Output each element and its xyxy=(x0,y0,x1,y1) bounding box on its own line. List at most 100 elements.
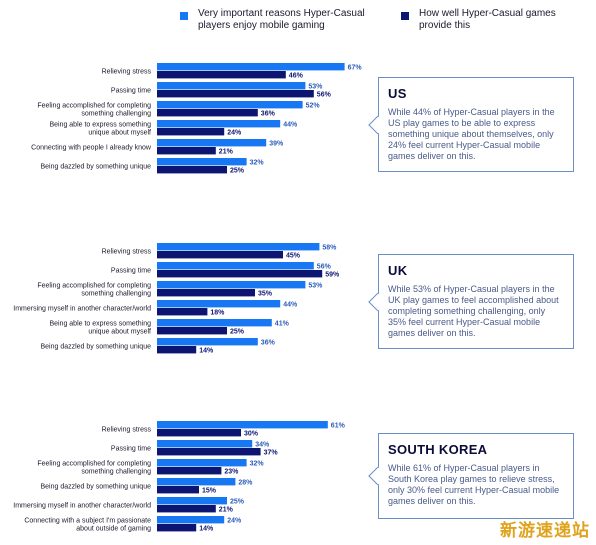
bar-deliver xyxy=(157,289,255,297)
bar-deliver xyxy=(157,486,199,494)
value-label: 44% xyxy=(283,121,298,128)
info-box-body: While 61% of Hyper-Casual players in Sou… xyxy=(388,463,560,506)
value-label: 41% xyxy=(275,320,290,327)
info-box-south-korea: SOUTH KOREA While 61% of Hyper-Casual pl… xyxy=(368,433,574,519)
value-label: 32% xyxy=(250,460,265,467)
bar-important xyxy=(157,421,328,429)
category-label: Relieving stress xyxy=(102,249,152,256)
bar-important xyxy=(157,101,303,109)
bar-deliver xyxy=(157,90,314,98)
value-label: 32% xyxy=(250,159,265,166)
value-label: 59% xyxy=(325,271,340,278)
bar-important xyxy=(157,82,306,90)
value-label: 30% xyxy=(244,430,259,437)
bar-important xyxy=(157,516,225,524)
value-label: 24% xyxy=(227,517,242,524)
bar-important xyxy=(157,63,345,71)
legend-swatch-deliver xyxy=(401,12,409,20)
bar-deliver xyxy=(157,71,286,79)
value-label: 23% xyxy=(224,468,239,475)
bar-important xyxy=(157,281,306,289)
value-label: 21% xyxy=(219,148,234,155)
bar-deliver xyxy=(157,448,261,456)
value-label: 36% xyxy=(261,339,276,346)
bar-important xyxy=(157,319,272,327)
category-label: Immersing myself in another character/wo… xyxy=(13,306,151,313)
value-label: 61% xyxy=(331,422,346,429)
chart-us: Relieving stress 67% 46% Passing time 53%56%… xyxy=(31,63,363,174)
category-label: Being dazzled by something unique xyxy=(40,344,151,351)
value-label: 58% xyxy=(322,244,337,251)
legend-item-deliver: How well Hyper-Casual games provide this xyxy=(401,8,556,32)
legend-swatch-important xyxy=(180,12,188,20)
bar-important xyxy=(157,478,236,486)
legend-item-important: Very important reasons Hyper-Casual play… xyxy=(180,8,365,32)
bar-deliver xyxy=(157,308,208,316)
bar-important xyxy=(157,497,227,505)
category-label: Feeling accomplished for completing somet… xyxy=(37,102,151,117)
value-label: 21% xyxy=(219,506,234,513)
category-label: Passing time xyxy=(111,268,151,275)
category-label: Passing time xyxy=(111,446,151,453)
chart-kr: Relieving stress 61% 30% Passing time 34%37%… xyxy=(13,421,346,533)
bar-deliver xyxy=(157,467,222,475)
category-label: Being able to express something unique ab… xyxy=(49,320,151,335)
bar-deliver xyxy=(157,166,227,174)
bar-deliver xyxy=(157,346,197,354)
info-box-body: While 53% of Hyper-Casual players in the… xyxy=(388,284,559,338)
legend: Very important reasons Hyper-Casual play… xyxy=(0,8,596,38)
bar-deliver xyxy=(157,128,225,136)
info-box-uk: UK While 53% of Hyper-Casual players in … xyxy=(368,254,574,349)
bar-important xyxy=(157,440,253,448)
category-label: Relieving stress xyxy=(102,69,152,76)
value-label: 39% xyxy=(269,140,284,147)
bar-deliver xyxy=(157,251,283,259)
bar-deliver xyxy=(157,109,258,117)
bar-important xyxy=(157,459,247,467)
value-label: 44% xyxy=(283,301,298,308)
info-box-title: UK xyxy=(388,263,408,278)
category-label: Being dazzled by something unique xyxy=(40,484,151,491)
info-box-title: US xyxy=(388,86,407,101)
value-label: 34% xyxy=(255,441,270,448)
value-label: 15% xyxy=(202,487,217,494)
category-label: Connecting with a subject I'm passionate… xyxy=(24,517,151,532)
bar-deliver xyxy=(157,270,323,278)
bar-deliver xyxy=(157,429,241,437)
value-label: 56% xyxy=(317,91,332,98)
bar-important xyxy=(157,158,247,166)
bar-deliver xyxy=(157,505,216,513)
value-label: 25% xyxy=(230,328,245,335)
legend-label-important: Very important reasons Hyper-Casual play… xyxy=(198,8,365,31)
legend-label-deliver: How well Hyper-Casual games provide this xyxy=(419,8,556,31)
value-label: 36% xyxy=(261,110,276,117)
value-label: 35% xyxy=(258,290,273,297)
info-box-title: SOUTH KOREA xyxy=(388,442,488,457)
value-label: 67% xyxy=(348,64,363,71)
category-label: Feeling accomplished for completing somet… xyxy=(37,282,151,297)
bar-important xyxy=(157,262,314,270)
value-label: 14% xyxy=(199,525,214,532)
bar-deliver xyxy=(157,524,197,532)
category-label: Being dazzled by something unique xyxy=(40,164,151,171)
category-label: Immersing myself in another character/wo… xyxy=(13,503,151,510)
bar-deliver xyxy=(157,327,227,335)
value-label: 18% xyxy=(210,309,225,316)
chart-uk: Relieving stress 58% 45% Passing time 56%59%… xyxy=(13,243,340,354)
bar-important xyxy=(157,243,320,251)
value-label: 53% xyxy=(308,282,323,289)
category-label: Passing time xyxy=(111,88,151,95)
category-label: Being able to express something unique ab… xyxy=(49,121,151,136)
value-label: 37% xyxy=(264,449,279,456)
category-label: Connecting with people I already know xyxy=(31,145,152,152)
bar-important xyxy=(157,338,258,346)
category-label: Relieving stress xyxy=(102,427,152,434)
value-label: 25% xyxy=(230,167,245,174)
value-label: 25% xyxy=(230,498,245,505)
info-box-body: While 44% of Hyper-Casual players in the… xyxy=(388,107,555,161)
value-label: 45% xyxy=(286,252,301,259)
value-label: 52% xyxy=(306,102,321,109)
info-box-us: US While 44% of Hyper-Casual players in … xyxy=(368,77,574,172)
value-label: 24% xyxy=(227,129,242,136)
bar-important xyxy=(157,120,281,128)
